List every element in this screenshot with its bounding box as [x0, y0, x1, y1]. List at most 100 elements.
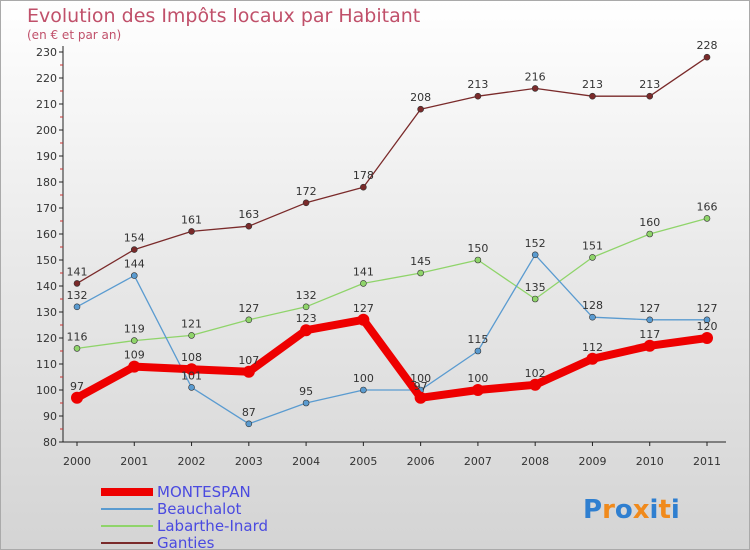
data-label: 108 [181, 351, 202, 364]
x-tick-label: 2001 [120, 455, 148, 468]
data-label: 132 [296, 289, 317, 302]
data-label: 102 [525, 367, 546, 380]
x-tick-label: 2007 [464, 455, 492, 468]
x-tick-label: 2008 [521, 455, 549, 468]
data-point [130, 272, 138, 279]
data-point [531, 85, 539, 92]
data-point [703, 316, 711, 324]
data-label: 208 [410, 91, 431, 104]
data-point [245, 222, 253, 230]
y-tick-label: 180 [36, 176, 57, 189]
data-label: 161 [181, 213, 202, 226]
data-point [302, 399, 310, 407]
data-label: 144 [124, 258, 145, 271]
data-point [73, 303, 81, 311]
x-tick-label: 2006 [407, 455, 435, 468]
data-point [474, 92, 482, 100]
axes: 8090100110120130140150160170180190200210… [36, 46, 726, 468]
y-tick-label: 150 [36, 254, 57, 267]
data-point [531, 295, 539, 303]
data-point [360, 386, 367, 394]
data-point [302, 303, 310, 311]
data-point [646, 230, 654, 238]
data-point [188, 332, 195, 339]
series-line-montespan [73, 315, 711, 402]
x-tick-label: 2002 [178, 455, 206, 468]
chart-subtitle: (en € et par an) [27, 28, 122, 42]
data-label: 115 [467, 333, 488, 346]
x-tick-label: 2003 [235, 455, 263, 468]
data-point [71, 391, 83, 404]
y-tick-label: 80 [43, 436, 57, 449]
data-label: 163 [238, 208, 259, 221]
data-label: 135 [525, 281, 546, 294]
data-point [703, 53, 711, 61]
y-tick-label: 200 [36, 124, 57, 137]
data-point [185, 363, 198, 376]
y-tick-label: 100 [36, 384, 57, 397]
data-point [589, 92, 596, 100]
data-label: 172 [296, 185, 317, 198]
data-label: 151 [582, 239, 603, 252]
data-point [73, 280, 81, 287]
data-point [357, 313, 370, 326]
data-point [360, 183, 367, 191]
data-point [646, 92, 654, 100]
data-label: 127 [238, 302, 259, 315]
y-tick-label: 230 [36, 46, 57, 59]
legend-label: Beauchalot [157, 500, 242, 518]
y-tick-label: 220 [36, 72, 57, 85]
data-label: 120 [697, 320, 718, 333]
data-label: 121 [181, 317, 202, 330]
data-label: 112 [582, 341, 603, 354]
data-label: 127 [353, 302, 374, 315]
data-point [529, 378, 542, 391]
data-label: 213 [467, 78, 488, 91]
proxiti-logo: Proxiti [583, 495, 680, 525]
x-tick-label: 2009 [578, 455, 606, 468]
data-label: 87 [242, 406, 256, 419]
data-label: 178 [353, 169, 374, 182]
data-label: 101 [181, 369, 202, 382]
data-label: 228 [697, 39, 718, 52]
data-label: 95 [299, 385, 313, 398]
data-label: 213 [639, 78, 660, 91]
data-label: 97 [414, 380, 428, 393]
data-point [589, 313, 596, 321]
series-line-ganties [76, 56, 708, 285]
data-label: 154 [124, 232, 145, 245]
data-label: 100 [410, 372, 431, 385]
data-point [703, 215, 711, 222]
data-label: 128 [582, 299, 603, 312]
y-tick-label: 140 [36, 280, 57, 293]
data-label: 116 [67, 330, 88, 343]
data-point [417, 105, 424, 113]
legend-label: Ganties [157, 534, 215, 550]
data-labels: 141 154 161 163 172 178 208 213 216 213 213 228 116 1… [67, 39, 718, 419]
data-point [701, 332, 713, 344]
x-tick-label: 2011 [693, 455, 721, 468]
x-tick-label: 2004 [292, 455, 320, 468]
data-point [474, 347, 482, 355]
series-lines [71, 53, 713, 428]
data-point [586, 352, 599, 365]
data-label: 150 [467, 242, 488, 255]
x-tick-label: 2005 [349, 455, 377, 468]
data-point [643, 339, 656, 352]
x-tick-label: 2010 [636, 455, 664, 468]
series-line-labarthe-inard [76, 217, 708, 350]
data-label: 127 [697, 302, 718, 315]
data-label: 152 [525, 237, 546, 250]
data-point [417, 269, 424, 277]
series-line-beauchalot [76, 254, 708, 425]
data-point [242, 365, 255, 378]
data-point [245, 316, 253, 324]
data-label: 216 [525, 70, 546, 83]
y-tick-label: 130 [36, 306, 57, 319]
data-label: 141 [67, 265, 88, 278]
data-label: 119 [124, 323, 145, 336]
data-label: 145 [410, 255, 431, 268]
data-point [188, 228, 195, 235]
y-tick-label: 110 [36, 358, 57, 371]
